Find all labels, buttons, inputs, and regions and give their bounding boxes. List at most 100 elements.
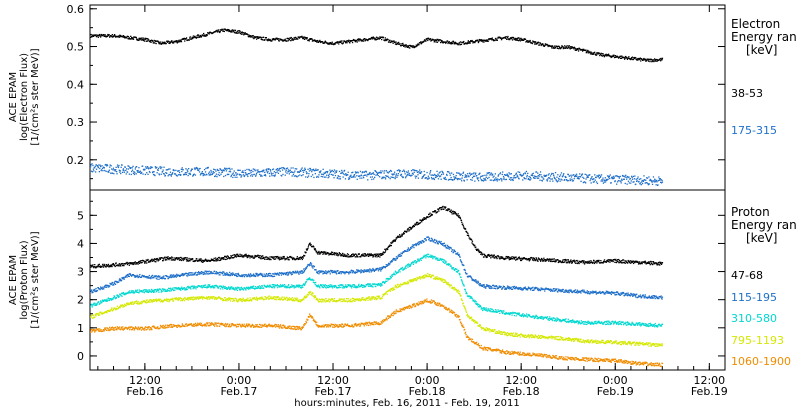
- electron-data-point: [641, 181, 643, 183]
- proton-data-point: [357, 256, 359, 258]
- proton-data-point: [246, 255, 248, 258]
- electron-data-point: [416, 170, 418, 172]
- proton-data-point: [509, 288, 511, 290]
- proton-data-point: [329, 253, 331, 255]
- proton-data-point: [457, 215, 459, 217]
- proton-data-point: [463, 264, 465, 266]
- xtick-label-date: Feb.16: [126, 385, 163, 398]
- electron-data-point: [121, 164, 123, 166]
- electron-data-point: [472, 173, 474, 175]
- proton-data-point: [219, 271, 221, 274]
- electron-data-point: [122, 35, 124, 37]
- proton-data-point: [471, 278, 474, 280]
- electron-data-point: [386, 171, 388, 173]
- proton-data-point: [450, 247, 452, 249]
- proton-data-point: [166, 256, 168, 258]
- electron-data-point: [361, 172, 363, 174]
- electron-data-point: [476, 39, 479, 41]
- proton-data-point: [412, 244, 414, 246]
- electron-data-point: [450, 178, 452, 181]
- electron-data-point: [494, 39, 496, 42]
- electron-data-point: [634, 175, 636, 177]
- electron-data-point: [636, 178, 639, 180]
- proton-data-point: [485, 255, 487, 257]
- electron-data-point: [97, 166, 99, 169]
- proton-data-point: [387, 248, 389, 251]
- proton-data-point: [659, 264, 661, 266]
- electron-data-point: [197, 34, 199, 36]
- proton-data-point: [471, 242, 473, 244]
- electron-data-point: [285, 171, 287, 173]
- proton-data-point: [393, 239, 396, 241]
- proton-data-point: [249, 273, 252, 275]
- proton-data-point: [157, 260, 159, 262]
- proton-data-point: [112, 263, 115, 265]
- electron-data-point: [470, 40, 472, 42]
- electron-data-point: [490, 172, 492, 174]
- proton-data-point: [268, 258, 270, 260]
- electron-data-point: [112, 167, 115, 169]
- proton-data-point: [310, 264, 312, 266]
- electron-data-point: [636, 59, 639, 61]
- electron-data-point: [602, 177, 604, 179]
- electron-data-point: [289, 37, 291, 39]
- proton-data-point: [156, 259, 158, 261]
- proton-data-point: [144, 262, 146, 264]
- proton-data-point: [429, 212, 431, 214]
- electron-data-point: [194, 168, 196, 171]
- electron-data-point: [441, 173, 443, 176]
- proton-data-point: [271, 275, 273, 278]
- electron-data-point: [517, 37, 519, 39]
- proton-data-point: [384, 267, 386, 269]
- proton-data-point: [435, 239, 437, 241]
- electron-data-point: [229, 167, 231, 169]
- electron-data-point: [391, 176, 393, 178]
- electron-data-point: [633, 181, 635, 183]
- proton-data-point: [225, 273, 227, 275]
- electron-data-point: [645, 182, 647, 184]
- electron-data-point: [121, 171, 124, 173]
- electron-data-point: [309, 38, 311, 40]
- proton-data-point: [484, 286, 486, 288]
- xtick-label-date: Feb.17: [220, 385, 257, 398]
- electron-data-point: [535, 41, 537, 43]
- electron-data-point: [507, 35, 509, 38]
- electron-data-point: [580, 174, 583, 176]
- proton-data-point: [122, 276, 124, 279]
- proton-data-point: [179, 259, 182, 261]
- proton-data-point: [301, 258, 303, 261]
- proton-data-point: [343, 253, 345, 255]
- electron-data-point: [575, 173, 578, 175]
- proton-data-point: [588, 262, 590, 264]
- proton-data-point: [210, 258, 213, 260]
- electron-data-point: [642, 59, 644, 61]
- electron-data-point: [504, 36, 506, 38]
- proton-data-point: [161, 276, 163, 279]
- proton-data-point: [569, 262, 571, 264]
- proton-data-point: [273, 275, 276, 277]
- electron-data-point: [130, 35, 132, 37]
- electron-data-point: [397, 43, 399, 45]
- proton-data-point: [258, 256, 260, 259]
- electron-data-point: [495, 177, 497, 179]
- proton-data-point: [240, 255, 242, 258]
- proton-data-point: [343, 254, 345, 256]
- proton-data-point: [298, 257, 301, 259]
- proton-data-point: [91, 292, 93, 294]
- electron-series-38-53: [90, 28, 664, 63]
- electron-data-point: [624, 176, 626, 178]
- electron-data-point: [348, 39, 350, 41]
- electron-data-point: [469, 42, 471, 44]
- electron-data-point: [469, 174, 471, 176]
- electron-data-point: [262, 36, 265, 38]
- proton-data-point: [475, 246, 477, 248]
- proton-data-point: [621, 260, 623, 262]
- proton-data-point: [505, 288, 508, 290]
- electron-data-point: [660, 181, 662, 183]
- electron-data-point: [638, 178, 641, 180]
- electron-data-point: [239, 31, 241, 33]
- proton-data-point: [574, 260, 576, 262]
- proton-data-point: [308, 264, 310, 266]
- electron-data-point: [553, 45, 556, 47]
- electron-data-point: [259, 171, 261, 173]
